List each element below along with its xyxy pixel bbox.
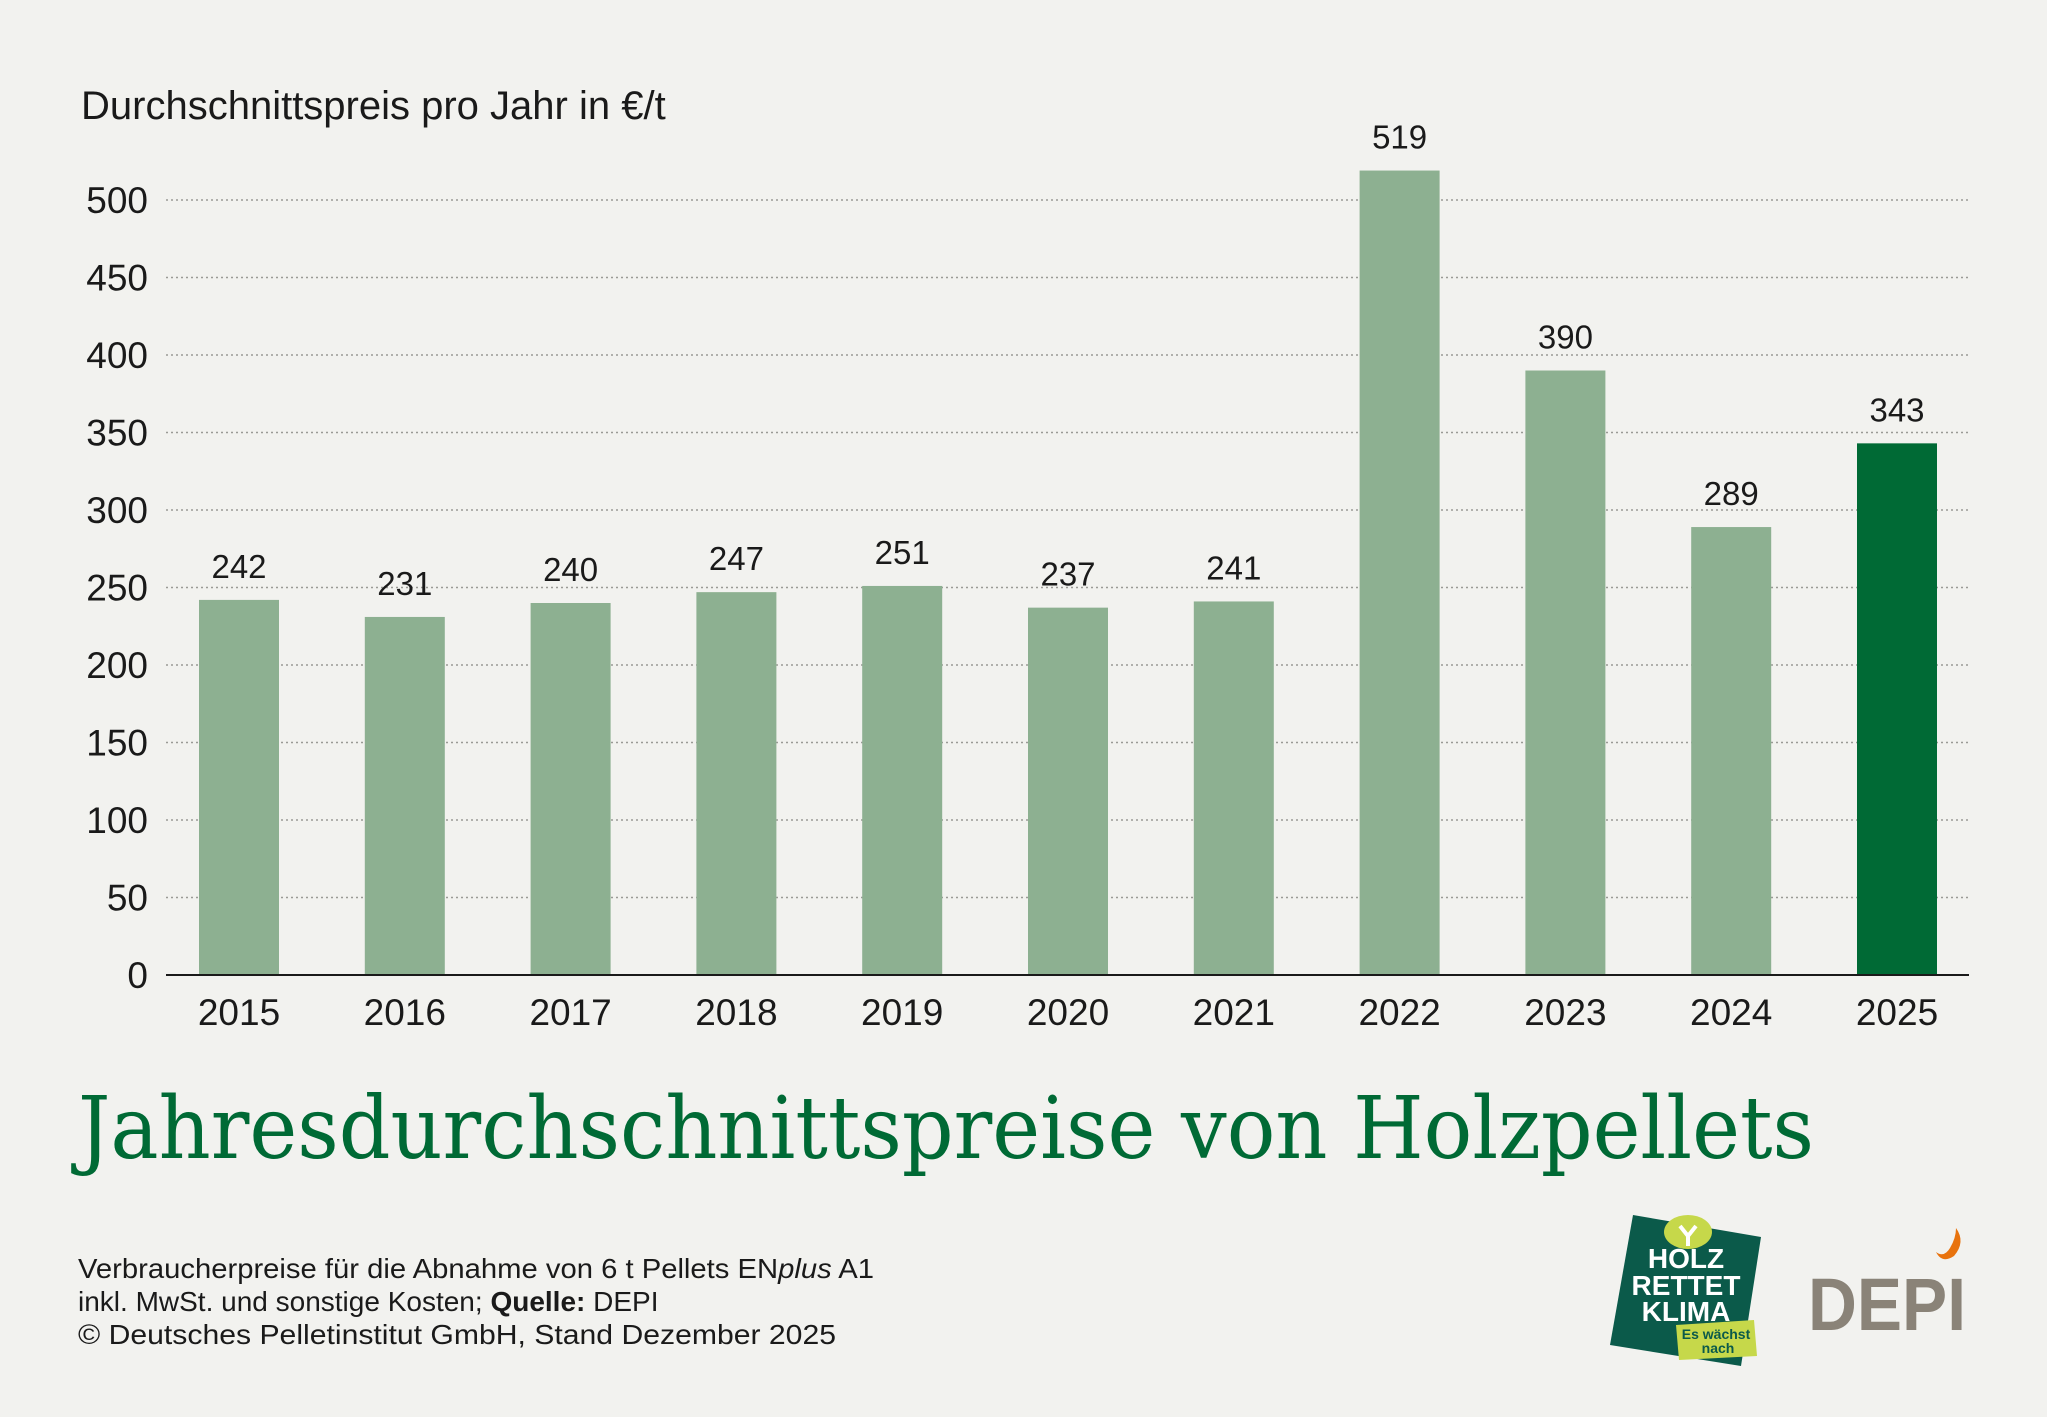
svg-text:nach: nach [1702, 1340, 1735, 1356]
y-tick-label: 400 [86, 335, 148, 376]
data-label-2019: 251 [875, 534, 930, 571]
svg-text:RETTET: RETTET [1632, 1270, 1741, 1301]
x-tick-label-2025: 2025 [1856, 992, 1938, 1033]
footnote-line-3: © Deutsches Pelletinstitut GmbH, Stand D… [78, 1319, 836, 1350]
data-label-2024: 289 [1704, 475, 1759, 512]
y-tick-label: 150 [86, 723, 148, 764]
x-tick-label-2022: 2022 [1358, 992, 1440, 1033]
y-tick-label: 350 [86, 413, 148, 454]
data-label-2021: 241 [1206, 549, 1261, 586]
bar-2015 [199, 599, 279, 975]
x-tick-label-2019: 2019 [861, 992, 943, 1033]
data-label-2025: 343 [1869, 391, 1924, 428]
x-tick-labels: 2015 2016 2017 2018 2019 2020 2021 2022 2023 2024… [198, 992, 1938, 1033]
holz-rettet-klima-logo: HOLZ RETTET KLIMA Es wächst nach [1610, 1215, 1761, 1366]
data-label-2022: 519 [1372, 119, 1427, 156]
y-tick-label: 50 [107, 878, 148, 919]
x-tick-label-2016: 2016 [364, 992, 446, 1033]
data-labels: 242 231 240 247 251 237 241 519 390 289 343 [211, 119, 1924, 602]
x-tick-label-2023: 2023 [1524, 992, 1606, 1033]
chart-title: Jahresdurchschnittspreise von Holzpellet… [70, 1079, 1814, 1179]
data-label-2018: 247 [709, 540, 764, 577]
x-tick-label-2018: 2018 [695, 992, 777, 1033]
data-label-2023: 390 [1538, 319, 1593, 356]
bars [199, 170, 1937, 976]
y-tick-label: 200 [86, 645, 148, 686]
depi-logo: DEPI [1808, 1228, 1966, 1346]
x-tick-label-2015: 2015 [198, 992, 280, 1033]
bar-2024 [1691, 527, 1772, 975]
bar-2021 [1193, 601, 1274, 975]
x-tick-label-2021: 2021 [1193, 992, 1275, 1033]
x-tick-label-2020: 2020 [1027, 992, 1109, 1033]
svg-text:KLIMA: KLIMA [1642, 1296, 1731, 1327]
flame-icon [1936, 1228, 1961, 1260]
y-tick-label: 100 [86, 800, 148, 841]
bar-2020 [1028, 607, 1108, 975]
bar-2017 [530, 603, 611, 975]
x-tick-label-2017: 2017 [529, 992, 611, 1033]
data-label-2017: 240 [543, 551, 598, 588]
bar-2022 [1359, 170, 1440, 976]
svg-text:Es wächst: Es wächst [1682, 1326, 1751, 1342]
y-tick-label: 300 [86, 490, 148, 531]
x-tick-label-2024: 2024 [1690, 992, 1772, 1033]
y-tick-labels: 0 50 100 150 200 250 300 350 400 450 500 [86, 180, 148, 996]
data-label-2020: 237 [1040, 556, 1095, 593]
svg-text:DEPI: DEPI [1808, 1263, 1966, 1346]
bar-2019 [862, 585, 943, 975]
y-axis-title: Durchschnittspreis pro Jahr in €/t [81, 84, 666, 128]
bar-2018 [696, 592, 777, 975]
footnote: Verbraucherpreise für die Abnahme von 6 … [78, 1253, 874, 1350]
bar-2025 [1857, 443, 1937, 976]
footnote-line-1: Verbraucherpreise für die Abnahme von 6 … [78, 1253, 874, 1284]
bar-2023 [1525, 370, 1606, 975]
data-label-2015: 242 [211, 548, 266, 585]
y-tick-label: 0 [127, 955, 148, 996]
bar-2016 [364, 616, 445, 975]
data-label-2016: 231 [377, 565, 432, 602]
svg-text:HOLZ: HOLZ [1648, 1243, 1724, 1274]
footnote-line-2: inkl. MwSt. und sonstige Kosten; Quelle:… [78, 1286, 659, 1317]
y-tick-label: 500 [86, 180, 148, 221]
y-tick-label: 450 [86, 258, 148, 299]
y-tick-label: 250 [86, 568, 148, 609]
